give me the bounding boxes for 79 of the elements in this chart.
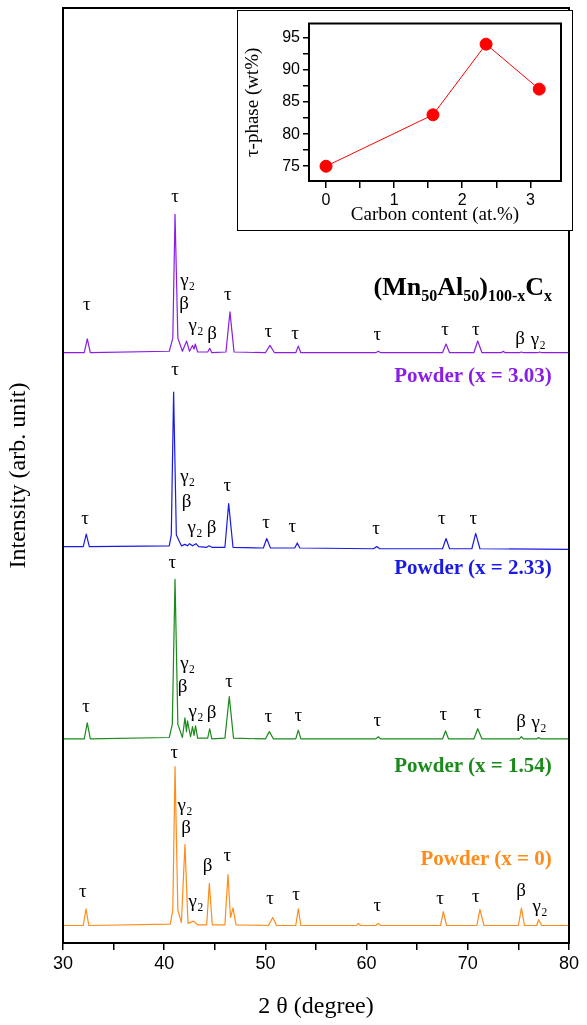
annotation: τ [373, 322, 382, 344]
annotation: τ [225, 669, 234, 691]
annotation: τ [264, 704, 273, 726]
y-tick-label: 90 [282, 60, 301, 78]
y-axis-title: τ-phase (wt%) [241, 47, 264, 158]
point [426, 108, 440, 122]
text: τ [171, 185, 180, 207]
annotation: γ₂ [179, 268, 196, 290]
annotation: τ [223, 282, 232, 304]
annotation: τ [81, 507, 90, 529]
annotation: γ₂ [187, 889, 204, 911]
annotation: γ₂ [179, 652, 196, 674]
annotation: β [181, 489, 192, 511]
y-tick-label: 80 [282, 124, 301, 142]
annotation: τ [288, 514, 297, 536]
annotation: γ₂ [179, 464, 196, 486]
annotation: τ [471, 317, 480, 339]
annotation: γ₂ [187, 699, 204, 721]
annotation: γ₂ [176, 793, 193, 815]
annotation: β [206, 701, 217, 723]
series-label: Powder (x = 1.54) [394, 753, 552, 778]
y-tick-label: 95 [282, 28, 301, 46]
x-tick-label: 50 [255, 952, 276, 973]
annotation: γ₂ [529, 327, 546, 349]
annotation: τ [372, 517, 381, 539]
annotation: τ [223, 843, 232, 865]
annotation: τ [473, 701, 482, 723]
x-axis-title: 2 θ (degree) [258, 991, 374, 1018]
x-tick-label: 0 [321, 191, 331, 209]
annotation: β [181, 816, 191, 838]
annotation: β [207, 321, 217, 343]
x-tick-label: 40 [154, 952, 175, 973]
annotation: τ [171, 357, 180, 379]
annotation: τ [294, 703, 303, 725]
annotation: τ [436, 887, 445, 909]
annotation: τ [78, 879, 87, 901]
annotation: τ [266, 887, 275, 909]
annotation: τ [291, 321, 300, 343]
series-label: Powder (x = 2.33) [394, 554, 552, 579]
x-tick-label: 60 [356, 952, 377, 973]
annotation: β [202, 853, 213, 875]
x-tick-label: 80 [558, 952, 580, 973]
annotation: τ [439, 702, 448, 724]
annotation: τ [262, 511, 271, 533]
point [319, 159, 333, 173]
annotation: τ [437, 507, 446, 529]
annotation: τ [82, 292, 91, 314]
annotation: β [206, 515, 217, 537]
text: Powder (x = 0) [420, 845, 552, 870]
y-axis-title: Intensity (arb. unit) [3, 382, 30, 569]
annotation: γ₂ [186, 515, 203, 537]
annotation: β [515, 327, 525, 349]
y-tick-label: 85 [282, 92, 301, 110]
x-tick-label: 30 [52, 952, 74, 973]
annotation: γ₂ [531, 894, 548, 916]
annotation: τ [168, 550, 177, 572]
x-tick-label: 2 [457, 191, 467, 209]
annotation: τ [471, 885, 480, 907]
annotation: γ₂ [530, 711, 547, 733]
annotation: τ [373, 893, 382, 915]
annotation: τ [223, 473, 232, 495]
annotation: β [516, 709, 526, 731]
y-tick-label: 75 [282, 156, 301, 174]
point [479, 37, 493, 51]
annotation: β [179, 291, 189, 313]
annotation: τ [264, 319, 273, 341]
annotation: τ [292, 882, 301, 904]
annotation: τ [373, 708, 382, 730]
annotation: τ [469, 507, 478, 529]
annotation: β [177, 674, 188, 696]
annotation: τ [441, 317, 450, 339]
x-tick-label: 3 [525, 191, 535, 209]
annotation: τ [170, 741, 179, 763]
annotation: β [516, 878, 526, 900]
annotation: γ₂ [187, 313, 204, 335]
x-tick-label: 70 [457, 952, 478, 973]
point [532, 82, 546, 96]
series-label: Powder (x = 3.03) [394, 363, 552, 388]
annotation: τ [82, 695, 91, 717]
